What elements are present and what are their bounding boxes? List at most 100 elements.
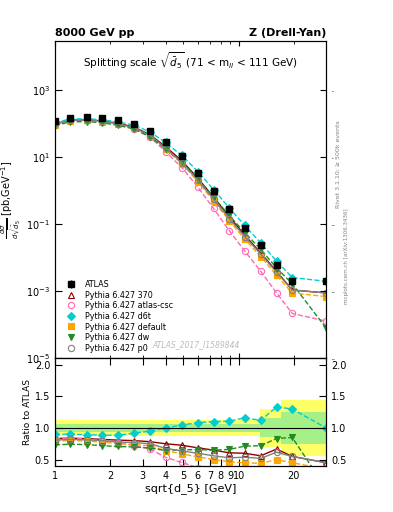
- Pythia 6.427 p0: [132, 124, 137, 131]
- Pythia 6.427 atlas-csc: [211, 205, 216, 211]
- Pythia 6.427 p0: [163, 145, 168, 151]
- Pythia 6.427 dw: [99, 120, 104, 126]
- Y-axis label: $\frac{d\sigma}{d\sqrt{\bar{d}_5}}$ [pb,GeV$^{-1}$]: $\frac{d\sigma}{d\sqrt{\bar{d}_5}}$ [pb,…: [0, 160, 24, 239]
- Pythia 6.427 dw: [53, 123, 57, 129]
- Pythia 6.427 default: [179, 161, 184, 167]
- Text: 8000 GeV pp: 8000 GeV pp: [55, 28, 134, 38]
- Pythia 6.427 default: [116, 121, 120, 127]
- Y-axis label: Ratio to ATLAS: Ratio to ATLAS: [23, 379, 32, 445]
- Pythia 6.427 default: [132, 125, 137, 132]
- Pythia 6.427 atlas-csc: [85, 117, 90, 123]
- Pythia 6.427 370: [227, 214, 231, 220]
- Pythia 6.427 370: [242, 232, 247, 238]
- Pythia 6.427 d6t: [53, 120, 57, 126]
- Pythia 6.427 dw: [227, 212, 231, 219]
- Pythia 6.427 370: [67, 117, 72, 123]
- Line: Pythia 6.427 370: Pythia 6.427 370: [52, 117, 329, 296]
- Pythia 6.427 370: [290, 287, 295, 293]
- Pythia 6.427 dw: [195, 176, 200, 182]
- Pythia 6.427 370: [195, 175, 200, 181]
- Pythia 6.427 p0: [116, 121, 120, 127]
- Pythia 6.427 d6t: [258, 240, 263, 246]
- Pythia 6.427 p0: [290, 287, 295, 293]
- Pythia 6.427 370: [132, 124, 137, 130]
- Legend: ATLAS, Pythia 6.427 370, Pythia 6.427 atlas-csc, Pythia 6.427 d6t, Pythia 6.427 : ATLAS, Pythia 6.427 370, Pythia 6.427 at…: [59, 279, 174, 354]
- Pythia 6.427 dw: [211, 194, 216, 200]
- Pythia 6.427 default: [163, 146, 168, 152]
- Pythia 6.427 p0: [242, 233, 247, 240]
- Pythia 6.427 default: [324, 293, 329, 300]
- Pythia 6.427 d6t: [227, 205, 231, 211]
- Pythia 6.427 default: [290, 290, 295, 296]
- Pythia 6.427 d6t: [67, 116, 72, 122]
- Pythia 6.427 dw: [258, 246, 263, 252]
- Pythia 6.427 dw: [274, 265, 279, 271]
- Line: Pythia 6.427 dw: Pythia 6.427 dw: [52, 118, 329, 331]
- Pythia 6.427 d6t: [195, 168, 200, 175]
- Pythia 6.427 d6t: [211, 186, 216, 193]
- Pythia 6.427 dw: [132, 126, 137, 132]
- Pythia 6.427 370: [324, 290, 329, 296]
- Pythia 6.427 dw: [163, 146, 168, 152]
- Pythia 6.427 d6t: [290, 274, 295, 281]
- Pythia 6.427 d6t: [85, 116, 90, 122]
- Pythia 6.427 370: [211, 194, 216, 200]
- Pythia 6.427 d6t: [116, 119, 120, 125]
- Pythia 6.427 default: [195, 179, 200, 185]
- Text: Z (Drell-Yan): Z (Drell-Yan): [249, 28, 326, 38]
- Pythia 6.427 p0: [211, 196, 216, 202]
- Line: Pythia 6.427 d6t: Pythia 6.427 d6t: [52, 116, 329, 285]
- Pythia 6.427 d6t: [179, 153, 184, 159]
- Pythia 6.427 dw: [324, 325, 329, 331]
- X-axis label: sqrt{d_5} [GeV]: sqrt{d_5} [GeV]: [145, 483, 236, 495]
- Pythia 6.427 370: [85, 117, 90, 123]
- Pythia 6.427 atlas-csc: [274, 290, 279, 296]
- Pythia 6.427 p0: [179, 160, 184, 166]
- Pythia 6.427 370: [179, 158, 184, 164]
- Pythia 6.427 default: [67, 118, 72, 124]
- Pythia 6.427 dw: [179, 159, 184, 165]
- Pythia 6.427 atlas-csc: [324, 318, 329, 324]
- Pythia 6.427 p0: [195, 177, 200, 183]
- Pythia 6.427 atlas-csc: [116, 121, 120, 127]
- Pythia 6.427 atlas-csc: [227, 228, 231, 234]
- Pythia 6.427 p0: [53, 121, 57, 127]
- Pythia 6.427 default: [148, 133, 152, 139]
- Pythia 6.427 default: [99, 119, 104, 125]
- Line: Pythia 6.427 atlas-csc: Pythia 6.427 atlas-csc: [52, 117, 329, 324]
- Text: mcplots.cern.ch [arXiv:1306.3436]: mcplots.cern.ch [arXiv:1306.3436]: [344, 208, 349, 304]
- Pythia 6.427 atlas-csc: [290, 310, 295, 316]
- Pythia 6.427 atlas-csc: [99, 118, 104, 124]
- Pythia 6.427 default: [211, 198, 216, 204]
- Pythia 6.427 370: [148, 132, 152, 138]
- Pythia 6.427 p0: [99, 118, 104, 124]
- Text: Splitting scale $\sqrt{\bar{d}_5}$ (71 < m$_{ll}$ < 111 GeV): Splitting scale $\sqrt{\bar{d}_5}$ (71 <…: [83, 51, 298, 71]
- Pythia 6.427 d6t: [132, 122, 137, 128]
- Pythia 6.427 d6t: [99, 117, 104, 123]
- Pythia 6.427 370: [163, 143, 168, 150]
- Pythia 6.427 dw: [85, 118, 90, 124]
- Pythia 6.427 p0: [148, 133, 152, 139]
- Pythia 6.427 d6t: [148, 129, 152, 135]
- Pythia 6.427 p0: [85, 117, 90, 123]
- Pythia 6.427 atlas-csc: [67, 117, 72, 123]
- Pythia 6.427 dw: [67, 119, 72, 125]
- Pythia 6.427 dw: [148, 134, 152, 140]
- Pythia 6.427 p0: [258, 251, 263, 257]
- Pythia 6.427 p0: [227, 216, 231, 222]
- Pythia 6.427 370: [274, 268, 279, 274]
- Pythia 6.427 p0: [274, 269, 279, 275]
- Pythia 6.427 370: [99, 118, 104, 124]
- Line: Pythia 6.427 p0: Pythia 6.427 p0: [52, 117, 329, 296]
- Pythia 6.427 default: [85, 117, 90, 123]
- Pythia 6.427 atlas-csc: [242, 248, 247, 254]
- Pythia 6.427 atlas-csc: [53, 121, 57, 127]
- Pythia 6.427 default: [274, 272, 279, 279]
- Pythia 6.427 atlas-csc: [132, 125, 137, 132]
- Pythia 6.427 p0: [67, 117, 72, 123]
- Line: Pythia 6.427 default: Pythia 6.427 default: [52, 117, 329, 300]
- Pythia 6.427 370: [116, 120, 120, 126]
- Pythia 6.427 dw: [116, 122, 120, 128]
- Pythia 6.427 370: [258, 250, 263, 256]
- Pythia 6.427 370: [53, 121, 57, 127]
